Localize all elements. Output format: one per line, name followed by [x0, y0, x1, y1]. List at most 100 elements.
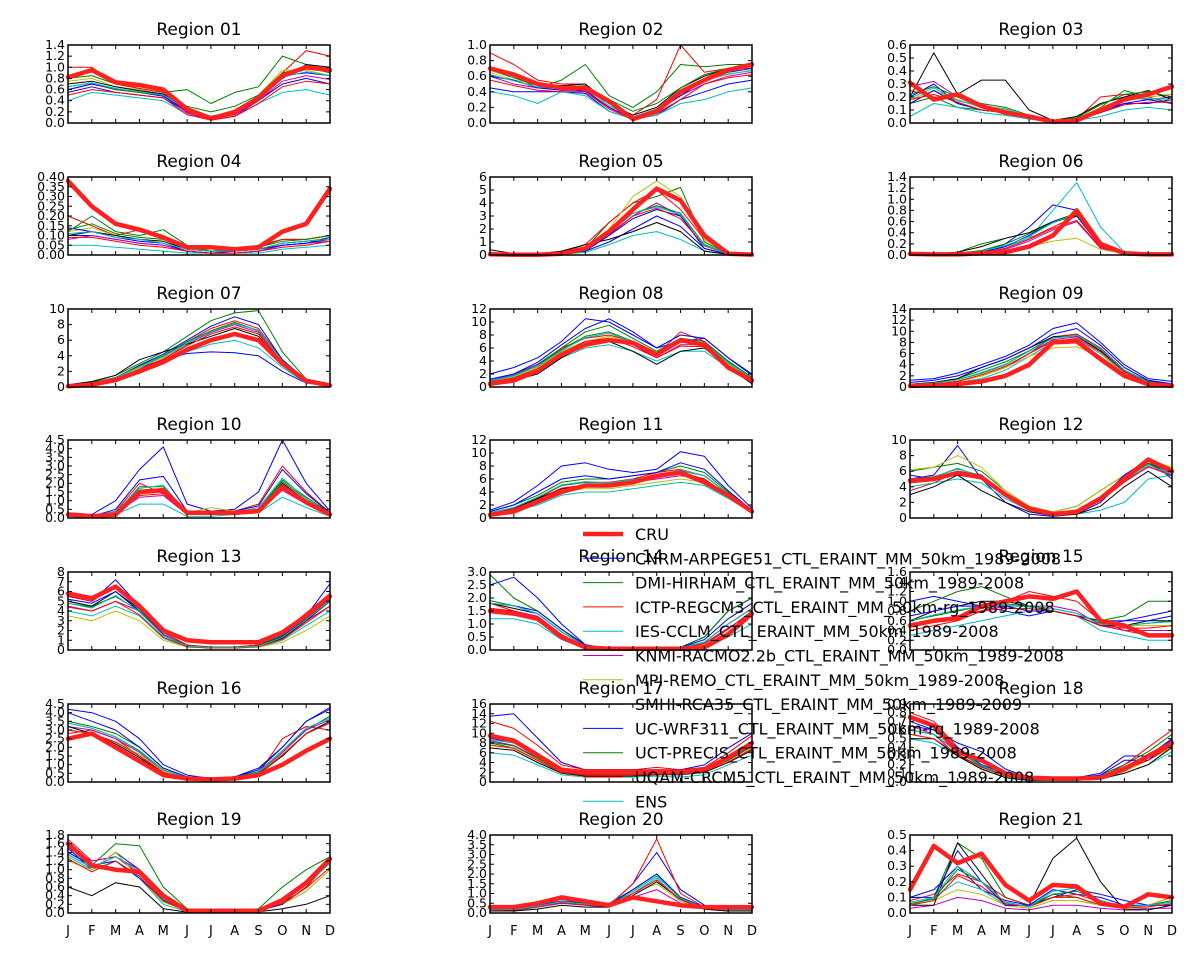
y-tick-label: 0.0	[887, 642, 907, 657]
y-tick-label: 0	[479, 774, 487, 789]
y-tick-label: 5	[57, 593, 65, 608]
plot-frame	[909, 176, 1173, 256]
y-tick-label: 2.5	[45, 731, 65, 746]
y-tick-label: 10	[891, 323, 907, 338]
y-tick-label: 6	[57, 332, 65, 347]
y-tick-label: 0.8	[45, 70, 65, 85]
y-tick-label: 1.2	[45, 48, 65, 63]
series-lines	[65, 50, 333, 121]
subplot-title: Region 02	[578, 20, 663, 40]
y-tick-label: 0.15	[37, 218, 65, 233]
y-tick-label: 3.0	[45, 722, 65, 737]
subplot: Region 10 0.00.51.01.52.02.53.03.54.04.5	[45, 415, 333, 525]
y-tick-label: 0.5	[45, 765, 65, 780]
y-tick-label: 1.4	[887, 574, 907, 589]
y-tick-label: 0.2	[45, 104, 65, 119]
y-tick-label: 6	[479, 340, 487, 355]
y-tick-label: 0.6	[467, 68, 487, 83]
x-tick-label: M	[158, 924, 169, 939]
y-tick-label: 4.0	[45, 441, 65, 456]
y-tick-label: 1.5	[45, 748, 65, 763]
legend-label: KNMI-RACMO2.2b_CTL_ERAINT_MM_50km_1989-2…	[635, 647, 1064, 667]
y-tick-label: 12	[471, 716, 487, 731]
series-lines	[65, 178, 333, 254]
y-tick-label: 0.0	[45, 905, 65, 920]
series-line	[489, 87, 753, 120]
subplot-title: Region 17	[578, 679, 663, 699]
legend-label: UQAM-CRCM5_CTL_ERAINT_MM_50km_1989-2008	[635, 768, 1034, 788]
legend-label: CNRM-ARPEGE51_CTL_ERAINT_MM_50km_1989-20…	[635, 549, 1061, 569]
y-tick-label: 6	[899, 463, 907, 478]
y-tick-label: 0.8	[887, 705, 907, 720]
x-tick-label: D	[325, 924, 335, 939]
x-tick-label: J	[606, 924, 611, 939]
y-tick-label: 14	[471, 706, 487, 721]
y-tick-label: 0.4	[887, 739, 907, 754]
x-tick-label: J	[184, 924, 189, 939]
y-tick-label: 2.0	[467, 866, 487, 881]
y-tick-label: 2.5	[45, 467, 65, 482]
subplot: Region 14 0.00.51.01.52.02.53.0	[467, 547, 755, 657]
subplot: Region 200.00.51.01.52.02.53.03.54.0J F M A…	[467, 810, 757, 939]
y-tick-label: 0.40	[37, 169, 65, 184]
series-line	[907, 80, 1175, 124]
y-tick-label: 1.2	[45, 853, 65, 868]
x-tick-label: D	[747, 924, 757, 939]
series-line	[65, 331, 333, 389]
y-tick-label: 1	[479, 234, 487, 249]
series-line	[489, 74, 753, 120]
y-tick-label: 0.2	[887, 89, 907, 104]
series-line	[67, 244, 331, 254]
series-line	[909, 322, 1173, 382]
y-tick-label: 6	[57, 584, 65, 599]
series-line	[487, 733, 755, 775]
y-tick-label: 4	[479, 755, 487, 770]
y-tick-label: 3.0	[467, 847, 487, 862]
series-lines	[487, 713, 755, 778]
series-lines	[907, 837, 1175, 911]
y-tick-label: 1.0	[467, 37, 487, 52]
subplot-grid: Region 010.00.20.40.60.81.01.21.4Region …	[37, 20, 1177, 939]
y-tick-label: 1.0	[887, 191, 907, 206]
legend-label: UCT-PRECIS_CTL_ERAINT_MM_50km_1989-2008	[635, 744, 1017, 764]
y-tick-label: 1.2	[887, 584, 907, 599]
x-tick-label: O	[277, 924, 287, 939]
legend-label: MPI-REMO_CTL_ERAINT_MM_50km_1989-2008	[635, 671, 1004, 691]
x-tick-label: M	[1000, 924, 1011, 939]
y-tick-label: 3.5	[467, 837, 487, 852]
subplot: Region 15 0.00.20.40.60.81.01.21.41.6	[887, 547, 1175, 657]
y-tick-label: 0	[899, 379, 907, 394]
series-lines	[907, 586, 1175, 641]
y-tick-label: 0.35	[37, 179, 65, 194]
x-tick-label: N	[1143, 924, 1153, 939]
y-tick-label: 10	[471, 725, 487, 740]
legend-label: ENS	[635, 792, 667, 811]
y-tick-label: 1.0	[887, 593, 907, 608]
series-line	[487, 895, 755, 910]
y-tick-label: 1.0	[467, 616, 487, 631]
y-tick-label: 2	[899, 368, 907, 383]
series-line	[65, 65, 333, 121]
x-tick-label: N	[723, 924, 733, 939]
subplot-title: Region 12	[998, 415, 1083, 435]
y-tick-label: 0.3	[887, 748, 907, 763]
y-tick-label: 10	[471, 314, 487, 329]
y-tick-label: 0.1	[887, 765, 907, 780]
plot-frame	[67, 834, 331, 914]
y-tick-label: 0.2	[887, 874, 907, 889]
y-tick-label: 0.0	[887, 905, 907, 920]
y-tick-label: 2.5	[467, 577, 487, 592]
y-tick-label: 0.5	[45, 501, 65, 516]
y-tick-label: 0.0	[887, 247, 907, 262]
x-tick-label: N	[301, 924, 311, 939]
y-tick-label: 0.5	[887, 50, 907, 65]
series-line	[909, 591, 1173, 636]
y-tick-label: 0.4	[887, 225, 907, 240]
series-line	[489, 318, 753, 380]
y-tick-label: 0.6	[45, 879, 65, 894]
series-lines	[907, 52, 1175, 124]
y-tick-label: 0.5	[467, 629, 487, 644]
subplot: Region 03 0.00.10.20.30.40.50.6	[887, 20, 1175, 130]
y-tick-label: 0.6	[887, 613, 907, 628]
